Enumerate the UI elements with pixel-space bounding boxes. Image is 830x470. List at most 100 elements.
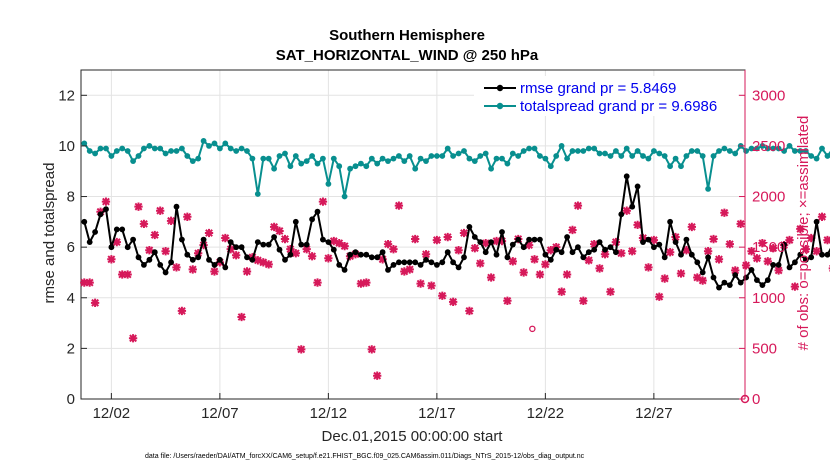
series-point-rmse bbox=[651, 244, 657, 251]
series-point-rmse bbox=[515, 236, 522, 243]
series-point-rmse bbox=[113, 226, 120, 233]
legend: rmse grand pr = 5.8469 totalspread grand… bbox=[474, 76, 738, 116]
series-point-rmse bbox=[368, 254, 375, 261]
y-left-tick-label: 10 bbox=[58, 138, 75, 155]
obs-assimilated-marker bbox=[253, 256, 263, 265]
series-point-totalspread bbox=[200, 138, 207, 144]
y-left-tick-label: 8 bbox=[67, 189, 75, 206]
obs-assimilated-marker bbox=[801, 245, 810, 254]
obs-assimilated-marker bbox=[600, 250, 610, 259]
series-point-rmse bbox=[591, 246, 598, 253]
series-point-totalspread bbox=[764, 145, 771, 152]
obs-assimilated-marker bbox=[373, 371, 382, 380]
series-point-totalspread bbox=[124, 148, 131, 154]
series-point-totalspread bbox=[580, 148, 587, 154]
series-point-totalspread bbox=[716, 148, 722, 154]
obs-assimilated-marker bbox=[231, 251, 241, 260]
series-point-rmse bbox=[699, 269, 706, 276]
obs-assimilated-marker bbox=[210, 267, 219, 276]
obs-assimilated-marker bbox=[519, 268, 528, 277]
series-point-totalspread bbox=[748, 145, 755, 152]
y-left-tick-label: 6 bbox=[67, 239, 75, 256]
series-point-totalspread bbox=[678, 163, 684, 170]
series-point-rmse bbox=[564, 234, 570, 240]
obs-assimilated-marker bbox=[671, 232, 680, 242]
obs-assimilated-marker bbox=[362, 278, 371, 287]
series-point-totalspread bbox=[499, 155, 505, 162]
series-point-totalspread bbox=[265, 155, 272, 162]
series-point-rmse bbox=[428, 259, 435, 266]
series-point-totalspread bbox=[531, 145, 538, 152]
series-point-totalspread bbox=[813, 155, 820, 162]
chart-title: Southern Hemisphere bbox=[329, 27, 485, 44]
series-point-rmse bbox=[189, 256, 196, 263]
series-point-rmse bbox=[569, 249, 576, 256]
obs-assimilated-marker bbox=[242, 267, 252, 276]
obs-assimilated-marker bbox=[107, 255, 116, 264]
obs-assimilated-marker bbox=[486, 273, 496, 282]
obs-assimilated-marker bbox=[335, 238, 344, 248]
obs-assimilated-marker bbox=[275, 226, 284, 236]
series-point-rmse bbox=[379, 249, 386, 256]
series-point-totalspread bbox=[509, 150, 516, 157]
series-point-totalspread bbox=[455, 150, 462, 157]
series-point-rmse bbox=[238, 244, 245, 251]
series-point-rmse bbox=[450, 259, 456, 266]
series-point-rmse bbox=[358, 251, 364, 258]
obs-assimilated-marker bbox=[183, 212, 192, 221]
series-point-rmse bbox=[716, 284, 722, 291]
series-point-totalspread bbox=[667, 163, 673, 170]
series-point-totalspread bbox=[184, 153, 191, 159]
series-point-totalspread bbox=[401, 158, 408, 165]
series-point-rmse bbox=[406, 259, 413, 266]
series-point-totalspread bbox=[732, 150, 739, 157]
obs-assimilated-marker bbox=[378, 255, 387, 264]
series-point-rmse bbox=[640, 239, 646, 246]
series-lines bbox=[81, 138, 830, 291]
series-point-totalspread bbox=[797, 148, 804, 154]
series-point-rmse bbox=[157, 262, 164, 268]
series-point-rmse bbox=[526, 236, 532, 243]
obs-assimilated-marker bbox=[237, 312, 246, 322]
obs-assimilated-marker bbox=[259, 258, 268, 267]
series-point-totalspread bbox=[222, 140, 229, 147]
obs-assimilated-marker bbox=[752, 254, 762, 263]
obs-assimilated-marker bbox=[150, 230, 159, 240]
series-point-rmse bbox=[298, 241, 305, 248]
obs-assimilated-marker bbox=[807, 233, 816, 243]
obs-assimilated-marker bbox=[693, 273, 702, 282]
data-file-footnote: data file: /Users/raeder/DAI/ATM_forcXX/… bbox=[145, 453, 585, 460]
series-point-totalspread bbox=[477, 153, 484, 159]
series-point-totalspread bbox=[379, 155, 386, 162]
series-point-rmse bbox=[211, 262, 218, 268]
series-point-rmse bbox=[629, 203, 636, 210]
obs-assimilated-marker bbox=[90, 298, 100, 307]
series-point-totalspread bbox=[244, 148, 250, 154]
series-point-rmse bbox=[124, 244, 131, 251]
obs-assimilated-marker bbox=[427, 281, 436, 290]
legend-label-rmse: rmse grand pr = 5.8469 bbox=[520, 80, 676, 97]
series-point-rmse bbox=[227, 239, 234, 246]
series-point-rmse bbox=[466, 224, 473, 230]
obs-assimilated-marker bbox=[709, 234, 718, 244]
series-point-totalspread bbox=[808, 153, 815, 159]
series-point-totalspread bbox=[211, 140, 218, 147]
series-point-totalspread bbox=[743, 148, 749, 154]
series-point-totalspread bbox=[547, 163, 554, 170]
obs-assimilated-marker bbox=[503, 296, 512, 305]
series-point-totalspread bbox=[564, 155, 570, 162]
series-point-rmse bbox=[824, 251, 830, 258]
series-point-totalspread bbox=[368, 155, 375, 162]
obs-assimilated-marker bbox=[291, 249, 300, 258]
series-point-rmse bbox=[390, 262, 397, 268]
series-point-rmse bbox=[303, 241, 310, 248]
series-point-rmse bbox=[347, 251, 353, 258]
series-point-rmse bbox=[244, 254, 250, 261]
series-point-totalspread bbox=[629, 153, 636, 159]
obs-assimilated-marker bbox=[383, 239, 393, 249]
obs-assimilated-marker bbox=[389, 245, 398, 254]
y-axis-left-ticks: 0 2 4 6 8 10 12 bbox=[58, 87, 87, 408]
series-point-totalspread bbox=[298, 160, 305, 167]
obs-assimilated-marker bbox=[660, 274, 669, 283]
series-point-totalspread bbox=[444, 145, 451, 152]
